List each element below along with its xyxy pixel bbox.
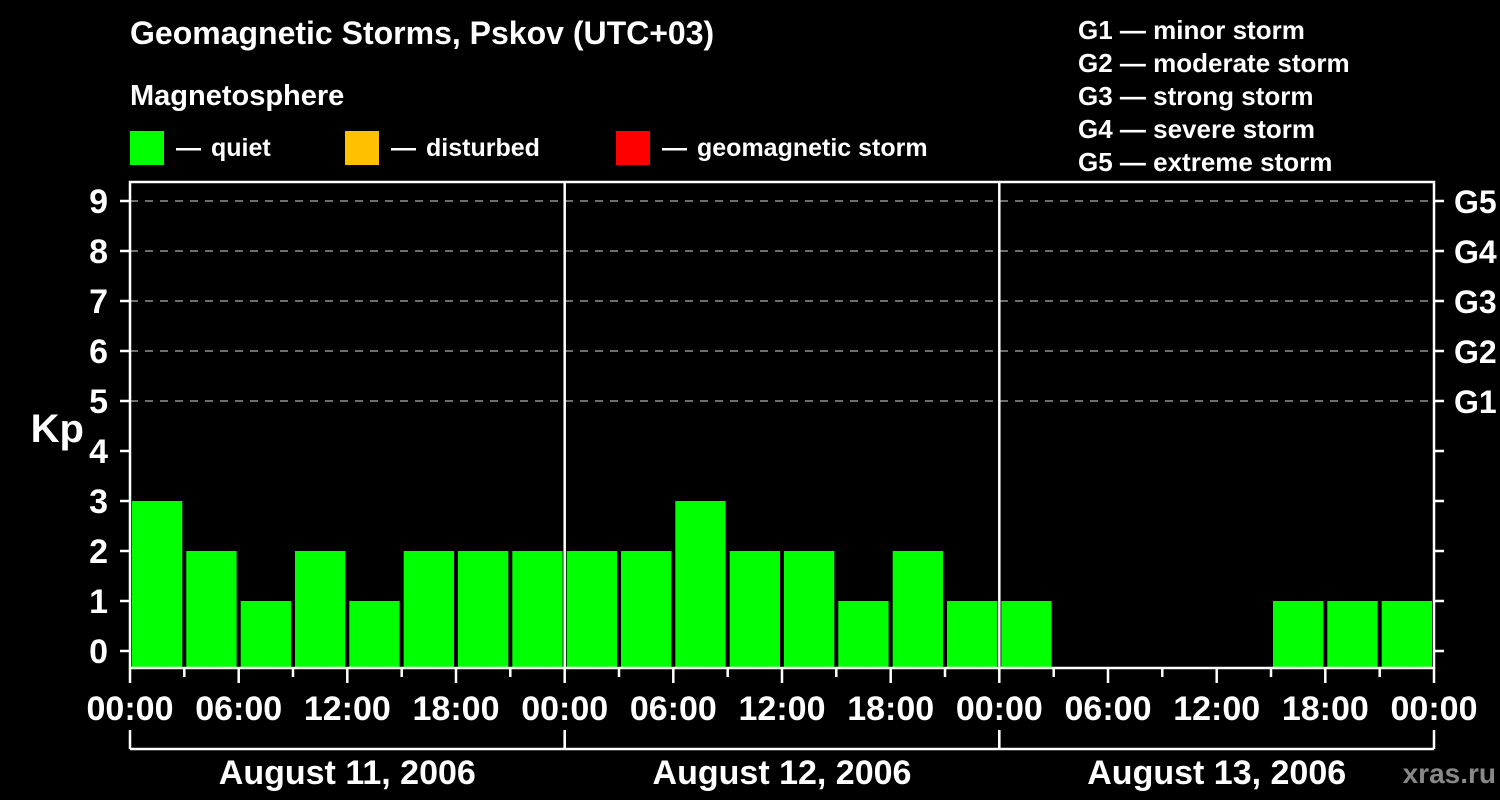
svg-text:18:00: 18:00 <box>1282 690 1369 728</box>
svg-text:12:00: 12:00 <box>304 690 391 728</box>
svg-text:Kp: Kp <box>31 407 84 451</box>
svg-text:06:00: 06:00 <box>1065 690 1152 728</box>
svg-text:August 13, 2006: August 13, 2006 <box>1087 754 1346 792</box>
svg-text:1: 1 <box>89 583 108 621</box>
svg-text:G4: G4 <box>1454 234 1497 270</box>
svg-text:9: 9 <box>89 183 108 221</box>
svg-text:8: 8 <box>89 233 108 271</box>
svg-text:3: 3 <box>89 483 108 521</box>
svg-text:00:00: 00:00 <box>1391 690 1478 728</box>
svg-text:G3: G3 <box>1454 284 1497 320</box>
svg-text:18:00: 18:00 <box>413 690 500 728</box>
svg-text:G2: G2 <box>1454 334 1497 370</box>
svg-text:G1: G1 <box>1454 384 1497 420</box>
svg-text:4: 4 <box>89 433 108 471</box>
svg-text:0: 0 <box>89 633 108 671</box>
svg-text:06:00: 06:00 <box>630 690 717 728</box>
svg-text:August 11, 2006: August 11, 2006 <box>219 754 476 792</box>
svg-text:00:00: 00:00 <box>956 690 1043 728</box>
svg-text:12:00: 12:00 <box>739 690 826 728</box>
svg-text:06:00: 06:00 <box>195 690 282 728</box>
svg-text:5: 5 <box>89 383 108 421</box>
svg-text:G5: G5 <box>1454 184 1497 220</box>
svg-text:2: 2 <box>89 533 108 571</box>
svg-text:00:00: 00:00 <box>521 690 608 728</box>
svg-text:August 12, 2006: August 12, 2006 <box>653 754 912 792</box>
svg-text:18:00: 18:00 <box>847 690 934 728</box>
svg-text:00:00: 00:00 <box>87 690 174 728</box>
svg-text:12:00: 12:00 <box>1173 690 1260 728</box>
svg-text:6: 6 <box>89 333 108 371</box>
svg-text:7: 7 <box>89 283 108 321</box>
